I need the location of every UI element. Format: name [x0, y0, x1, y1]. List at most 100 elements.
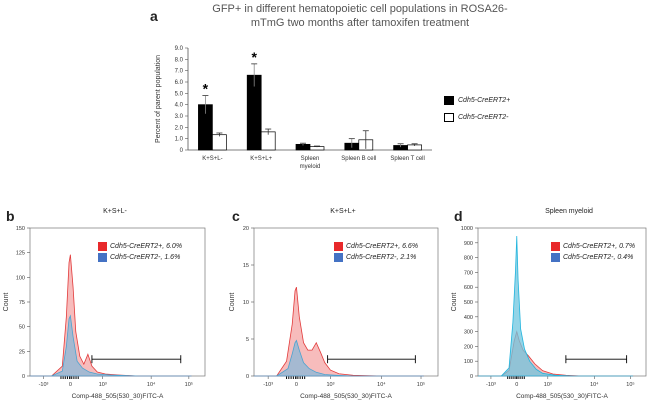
flow-d-legend-pos: Cdh5-CreERT2+, 0.7% — [563, 243, 636, 250]
y-tick-label: 0 — [246, 374, 249, 380]
panel-label-d: d — [454, 208, 463, 224]
flow-c-swatch-pos — [334, 242, 343, 251]
y-tick-label: 500 — [464, 300, 473, 306]
flow-c-legend-pos: Cdh5-CreERT2+, 6.6% — [346, 243, 419, 250]
y-tick-label: 200 — [464, 344, 473, 350]
flow-b-legend-item-pos: Cdh5-CreERT2+, 6.0% — [98, 242, 182, 251]
y-tick-label: 0 — [470, 374, 473, 380]
y-axis-label: Percent of parent population — [155, 55, 162, 143]
histogram-series — [254, 287, 424, 377]
flow-b-title: K+S+L- — [103, 208, 127, 215]
y-tick-label: 9.0 — [175, 46, 184, 52]
histogram-series — [478, 236, 634, 377]
flow-d-legend-item-neg: Cdh5-CreERT2-, 0.4% — [551, 253, 635, 262]
flow-b-legend-neg: Cdh5-CreERT2-, 1.6% — [110, 254, 181, 261]
legend-label-cre-pos: Cdh5-CreERT2+ — [458, 97, 511, 104]
y-axis-label: Count — [451, 293, 458, 312]
y-tick-label: 50 — [19, 325, 25, 331]
flow-b-legend-pos: Cdh5-CreERT2+, 6.0% — [110, 243, 183, 250]
y-tick-label: 5 — [246, 337, 249, 343]
legend-label-cre-neg: Cdh5-CreERT2- — [458, 114, 509, 121]
x-axis-label: Comp-488_505(530_30)FITC-A — [72, 393, 164, 400]
histogram-series — [478, 330, 634, 377]
legend-item-cre-neg: Cdh5-CreERT2- — [444, 113, 510, 122]
y-tick-label: 25 — [19, 349, 25, 355]
y-tick-label: 100 — [16, 275, 25, 281]
x-tick-label: Spleen T cell — [390, 156, 424, 162]
y-tick-label: 7.0 — [175, 69, 184, 75]
panel-label-b: b — [6, 208, 15, 224]
x-tick-label: 10⁴ — [147, 381, 156, 388]
bar-chart-title: GFP+ in different hematopoietic cell pop… — [212, 3, 508, 29]
y-tick-label: 0 — [180, 148, 184, 154]
flow-histogram-d: 0 100 200 300 400 500 600 700 800 900 1000 Count -10… — [451, 226, 647, 400]
x-tick-label: 10⁵ — [185, 381, 193, 388]
x-tick-label: -10³ — [39, 382, 49, 388]
flow-d-legend-neg: Cdh5-CreERT2-, 0.4% — [563, 254, 634, 261]
flow-b-legend-item-neg: Cdh5-CreERT2-, 1.6% — [98, 253, 182, 262]
x-tick-label: 0 — [515, 382, 518, 388]
x-tick-label: K+S+L+ — [250, 156, 272, 162]
x-tick-label: 10³ — [544, 382, 552, 388]
flow-d-swatch-pos — [551, 242, 560, 251]
y-tick-label: 0 — [22, 374, 25, 380]
y-tick-label: 4.0 — [175, 103, 184, 109]
x-tick-label: Spleen — [301, 156, 320, 162]
y-tick-label: 125 — [16, 251, 25, 257]
x-tick-label: 10⁵ — [417, 381, 425, 388]
y-tick-label: 400 — [464, 315, 473, 321]
y-tick-label: 300 — [464, 330, 473, 336]
y-tick-label: 3.0 — [175, 114, 184, 120]
bar-chart-legend: Cdh5-CreERT2+ Cdh5-CreERT2- — [444, 96, 510, 130]
flow-c-legend: Cdh5-CreERT2+, 6.6% Cdh5-CreERT2-, 2.1% — [334, 242, 418, 264]
y-tick-label: 100 — [464, 359, 473, 365]
x-tick-label: 10³ — [326, 382, 334, 388]
y-axis-label: Count — [229, 293, 236, 312]
panel-label-a: a — [150, 8, 158, 24]
significance-marker: * — [203, 81, 209, 97]
flow-b-swatch-neg — [98, 253, 107, 262]
y-tick-label: 700 — [464, 270, 473, 276]
histogram-series — [30, 254, 192, 377]
legend-swatch-cre-neg — [444, 113, 454, 122]
flow-d-legend-item-pos: Cdh5-CreERT2+, 0.7% — [551, 242, 635, 251]
y-axis-label: Count — [3, 293, 10, 312]
flow-c-legend-neg: Cdh5-CreERT2-, 2.1% — [346, 254, 417, 261]
x-tick-label: K+S+L- — [202, 156, 222, 162]
x-tick-label: 10⁴ — [590, 381, 599, 388]
y-tick-label: 1000 — [461, 226, 473, 232]
y-tick-label: 6.0 — [175, 80, 184, 86]
flow-c-legend-item-neg: Cdh5-CreERT2-, 2.1% — [334, 253, 418, 262]
x-tick-label: Spleen B cell — [341, 156, 376, 162]
x-axis-label: Comp-488_505(530_30)FITC-A — [300, 393, 392, 400]
x-tick-label: myeloid — [300, 164, 321, 170]
panel-label-c: c — [232, 208, 240, 224]
x-axis-label: Comp-488_505(530_30)FITC-A — [516, 393, 608, 400]
bar — [212, 134, 227, 151]
x-tick-label: -10³ — [486, 382, 496, 388]
bar-chart: 0 1.0 2.0 3.0 4.0 5.0 6.0 7.0 8.0 9.0 Percent of p… — [155, 46, 432, 170]
y-tick-label: 10 — [243, 300, 249, 306]
y-tick-label: 1.0 — [175, 137, 184, 143]
y-tick-label: 15 — [243, 263, 249, 269]
flow-b-swatch-pos — [98, 242, 107, 251]
flow-histogram-c: 0 5 10 15 20 Count -10³ 0 10³ 10⁴ 10⁵ Comp-488_505(… — [229, 226, 439, 400]
y-tick-label: 75 — [19, 300, 25, 306]
histogram-series — [30, 314, 192, 377]
histogram-series — [254, 339, 424, 377]
x-tick-label: 10⁵ — [626, 381, 634, 388]
x-tick-label: -10³ — [263, 382, 273, 388]
flow-d-legend: Cdh5-CreERT2+, 0.7% Cdh5-CreERT2-, 0.4% — [551, 242, 635, 264]
y-tick-label: 8.0 — [175, 57, 184, 63]
y-tick-label: 20 — [243, 226, 249, 232]
x-tick-label: 0 — [295, 382, 298, 388]
y-tick-label: 600 — [464, 285, 473, 291]
x-tick-label: 10³ — [99, 382, 107, 388]
flow-c-legend-item-pos: Cdh5-CreERT2+, 6.6% — [334, 242, 418, 251]
flow-b-legend: Cdh5-CreERT2+, 6.0% Cdh5-CreERT2-, 1.6% — [98, 242, 182, 264]
y-tick-label: 150 — [16, 226, 25, 232]
y-tick-label: 5.0 — [175, 91, 184, 97]
flow-d-title: Spleen myeloid — [545, 208, 593, 215]
y-tick-label: 900 — [464, 241, 473, 247]
flow-c-title: K+S+L+ — [330, 208, 356, 215]
